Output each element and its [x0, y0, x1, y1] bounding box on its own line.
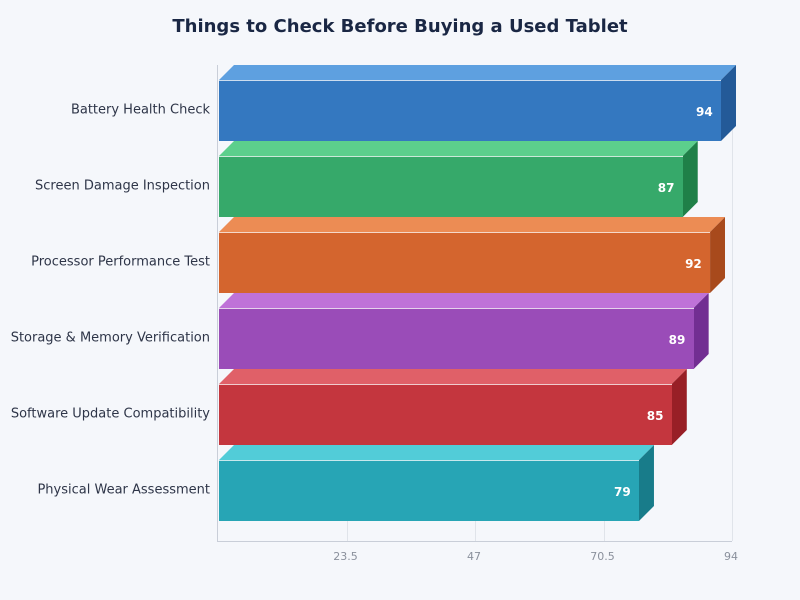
bar-highlight — [219, 384, 672, 385]
x-tick-label: 94 — [724, 550, 738, 563]
bar-top-face — [219, 293, 709, 308]
bar-top-face — [219, 445, 654, 460]
category-label: Screen Damage Inspection — [35, 178, 210, 194]
bar-top-face — [219, 65, 736, 80]
bar-highlight — [219, 80, 721, 81]
category-label: Physical Wear Assessment — [37, 482, 210, 498]
bar-highlight — [219, 232, 711, 233]
bar-highlight — [219, 308, 694, 309]
bar-front-face — [219, 460, 639, 521]
x-tick-label: 23.5 — [333, 550, 358, 563]
category-label: Storage & Memory Verification — [10, 330, 210, 346]
x-tick-label: 70.5 — [590, 550, 615, 563]
bar: 79 — [219, 445, 654, 521]
bar-value-label: 94 — [696, 105, 713, 119]
category-label: Software Update Compatibility — [10, 406, 210, 422]
bar-highlight — [219, 460, 639, 461]
bar-front-face — [219, 80, 721, 141]
bar-front-face — [219, 308, 694, 369]
bar-top-face — [219, 217, 726, 232]
gridline — [732, 65, 733, 541]
bar-side-face — [721, 65, 736, 141]
bar: 89 — [219, 293, 709, 369]
category-label: Battery Health Check — [70, 102, 210, 118]
chart-title: Things to Check Before Buying a Used Tab… — [172, 16, 628, 37]
category-label: Processor Performance Test — [31, 254, 210, 270]
bar-front-face — [219, 232, 711, 293]
bar: 92 — [219, 217, 726, 293]
x-tick-label: 47 — [467, 550, 481, 563]
bar: 87 — [219, 141, 698, 217]
bar-highlight — [219, 156, 683, 157]
bar: 94 — [219, 65, 736, 141]
bar-side-face — [710, 217, 726, 293]
bar-value-label: 79 — [613, 485, 631, 499]
bar-side-face — [638, 445, 654, 521]
bar-value-label: 92 — [685, 257, 702, 271]
bar-front-face — [219, 384, 672, 445]
bar-value-label: 89 — [668, 333, 686, 347]
bar-value-label: 87 — [657, 181, 675, 195]
bar: 85 — [219, 369, 687, 445]
bar-side-face — [682, 141, 698, 217]
bar-top-face — [219, 369, 687, 384]
bar-side-face — [693, 293, 709, 369]
bar-side-face — [671, 369, 687, 445]
bar-value-label: 85 — [646, 409, 664, 423]
bar-front-face — [219, 156, 683, 217]
bar-top-face — [219, 141, 698, 156]
